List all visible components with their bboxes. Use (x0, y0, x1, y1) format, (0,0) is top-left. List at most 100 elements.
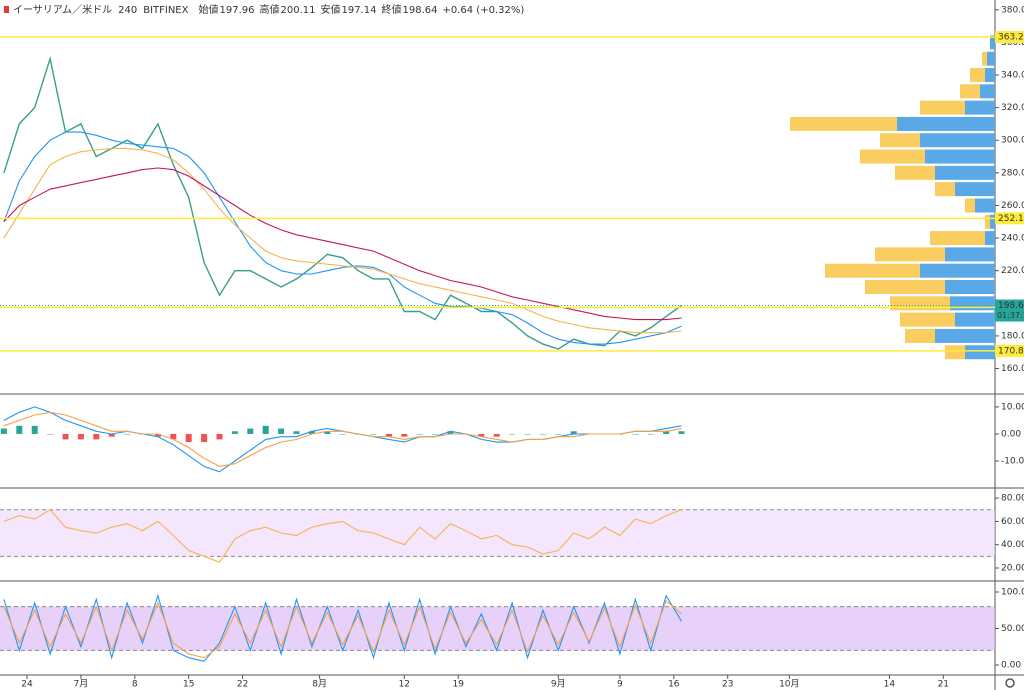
volume-up (985, 214, 990, 229)
last-price-box (995, 299, 1024, 322)
pane: 100.00 50.00 0.00 (0, 588, 1024, 670)
header-text: 198.64 (402, 5, 437, 16)
volume-down (935, 165, 995, 180)
volume-up (790, 116, 897, 131)
x-tick-label: 12 (399, 680, 410, 690)
histogram-bar (385, 433, 392, 437)
y-tick-label: 0.00 (1001, 429, 1021, 439)
y-tick-label: 60.00 (1001, 517, 1024, 527)
series-line (3, 411, 682, 467)
header-text: 終値 (381, 3, 401, 16)
countdown: 01:37:11 (997, 311, 1024, 320)
x-tick-label: 16 (668, 680, 680, 690)
volume-down (925, 149, 995, 164)
price-label-box (995, 344, 1024, 357)
histogram-bar (308, 431, 315, 434)
x-tick-label: 10月 (779, 679, 799, 690)
volume-up (945, 345, 965, 360)
histogram-bar (170, 433, 177, 440)
volume-down (987, 51, 995, 66)
volume-down (955, 182, 995, 197)
price-label: 252.12 (998, 214, 1024, 224)
histogram-bar (247, 428, 254, 434)
volume-down (990, 214, 995, 229)
histogram-bar (201, 433, 208, 443)
y-tick-label: 160.00 (1001, 364, 1024, 374)
pane: 380.00360.00340.00320.00300.00280.00260.… (0, 5, 1024, 374)
header-text: 197.14 (341, 5, 376, 16)
series-line (3, 593, 682, 662)
volume-down (897, 116, 995, 131)
histogram-bar (663, 431, 670, 434)
header: イーサリアム／米ドル 240 BITFINEX 始値 197.96 高値 200.11 安値 1… (13, 3, 524, 16)
volume-up (865, 280, 945, 295)
volume-down (975, 198, 995, 213)
x-tick-label: 19 (452, 680, 464, 690)
x-tick-label: 7月 (74, 679, 89, 690)
y-tick-label: 180.00 (1001, 331, 1024, 341)
y-tick-label: 320.00 (1001, 103, 1024, 113)
histogram-bar (678, 431, 685, 434)
histogram-bar (278, 428, 285, 434)
x-tick-label: 9月 (551, 679, 566, 690)
histogram-bar (16, 425, 23, 434)
header-text: 197.96 (219, 5, 254, 16)
volume-up (965, 198, 975, 213)
volume-up (960, 84, 980, 99)
volume-up (875, 247, 945, 262)
y-tick-label: 300.00 (1001, 136, 1024, 146)
y-tick-label: 10.00 (1001, 402, 1024, 412)
header-text: BITFINEX (143, 5, 188, 16)
pane: 80.00 60.00 40.00 20.00 (0, 494, 1024, 573)
y-tick-label: 0.00 (1001, 660, 1021, 670)
y-tick-label: 240.00 (1001, 234, 1024, 244)
volume-down (920, 133, 995, 148)
volume-down (985, 68, 995, 83)
histogram-bar (93, 433, 100, 440)
histogram-bar (62, 433, 69, 440)
y-tick-label: 260.00 (1001, 201, 1024, 211)
x-tick-label: 21 (938, 680, 949, 690)
volume-down (935, 328, 995, 343)
pane: 10.00 0.00 -10.00 (0, 402, 1024, 473)
histogram-bar (493, 433, 500, 437)
volume-up (905, 328, 935, 343)
last-price-label: 198.64 (998, 301, 1024, 311)
histogram-bar (432, 433, 439, 435)
volume-down (945, 247, 995, 262)
histogram-bar (447, 431, 454, 434)
price-label: 170.85 (998, 346, 1024, 356)
histogram-bar (216, 433, 223, 440)
volume-down (950, 296, 995, 311)
series-line (3, 55, 682, 350)
volume-up (860, 149, 925, 164)
histogram-bar (416, 433, 423, 435)
histogram-bar (539, 433, 546, 435)
y-tick-label: 20.00 (1001, 563, 1024, 573)
histogram-bar (632, 433, 639, 435)
x-tick-label: 24 (21, 680, 33, 690)
y-tick-label: -10.00 (1001, 457, 1024, 467)
header-text: 200.11 (280, 5, 315, 16)
histogram-bar (154, 433, 161, 437)
histogram-bar (401, 433, 408, 437)
volume-down (985, 231, 995, 246)
volume-up (920, 100, 965, 115)
y-tick-label: 380.00 (1001, 5, 1024, 15)
y-tick-label: 80.00 (1001, 494, 1024, 504)
symbol-icon (4, 6, 9, 13)
x-tick-label: 15 (183, 680, 194, 690)
x-tick-label: 8 (132, 680, 138, 690)
volume-down (990, 35, 995, 50)
volume-up (890, 296, 950, 311)
histogram-bar (647, 433, 654, 435)
price-label-box (995, 212, 1024, 225)
volume-down (965, 100, 995, 115)
price-label-box (995, 31, 1024, 44)
volume-up (900, 312, 955, 327)
volume-up (935, 182, 955, 197)
settings-icon (1005, 678, 1015, 688)
y-tick-label: 50.00 (1001, 624, 1024, 634)
histogram-bar (124, 433, 131, 435)
